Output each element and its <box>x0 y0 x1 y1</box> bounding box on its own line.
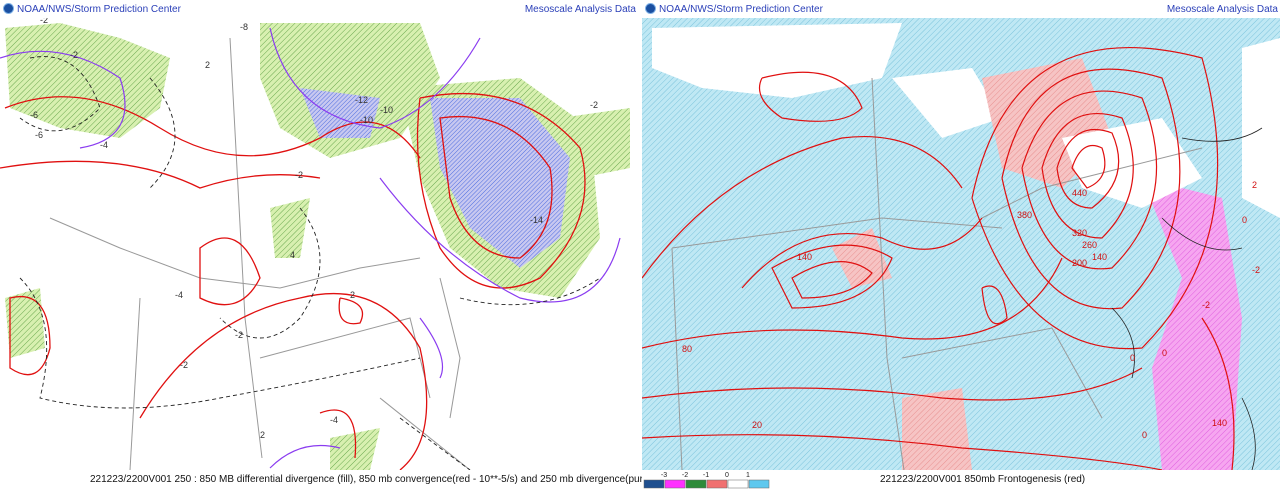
legend-label: -3 <box>661 472 667 479</box>
legend-label: 1 <box>746 472 750 479</box>
contour-label: 140 <box>797 252 812 262</box>
contour-label: -2 <box>295 170 303 180</box>
contour-label: -12 <box>355 95 368 105</box>
fills <box>652 23 1280 470</box>
left-panel: NOAA/NWS/Storm Prediction Center Mesosca… <box>0 0 662 490</box>
contour-label: -2 <box>1202 300 1210 310</box>
contour-label: -8 <box>240 22 248 32</box>
contour-label: -6 <box>35 130 43 140</box>
red-contours <box>642 46 1235 470</box>
legend-swatch <box>748 479 770 489</box>
contour-label: 2 <box>260 430 265 440</box>
contour-label: 0 <box>1162 348 1167 358</box>
legend-swatch <box>643 479 665 489</box>
legend-swatch <box>664 479 686 489</box>
black-contours <box>1111 127 1263 470</box>
dashed-contours <box>19 56 601 470</box>
caption: 221223/2200V001 250 : 850 MB differentia… <box>90 474 663 485</box>
contour-label: 260 <box>1082 240 1097 250</box>
fills <box>5 23 630 470</box>
contour-label: -10 <box>360 115 373 125</box>
contour-label: -14 <box>530 215 543 225</box>
contour-label: 0 <box>1242 215 1247 225</box>
map: -2 -4 -6 -8 -10 -12 -10 -14 -2 2 4 -2 -4 -2 2 -2 -4 2 -2 -6 <box>0 18 630 470</box>
right-panel: NOAA/NWS/Storm Prediction Center Mesosca… <box>642 0 1280 490</box>
borders <box>49 37 471 470</box>
legend-swatch <box>706 479 728 489</box>
borders <box>671 77 1203 470</box>
purple-contours <box>0 27 621 469</box>
contour-label: 200 <box>1072 258 1087 268</box>
contour-label: 380 <box>1017 210 1032 220</box>
contour-label: 2 <box>1252 180 1257 190</box>
contour-label: -2 <box>590 100 598 110</box>
contour-label: 2 <box>350 290 355 300</box>
legend-label: -1 <box>703 472 709 479</box>
contour-label: 320 <box>1072 228 1087 238</box>
contour-label: -2 <box>235 330 243 340</box>
contour-label: -4 <box>175 290 183 300</box>
contour-label: -4 <box>100 140 108 150</box>
legend-label: -2 <box>682 472 688 479</box>
contour-labels: -2 -4 -6 -8 -10 -12 -10 -14 -2 2 4 -2 -4 -2 2 -2 -4 2 -2 -6 <box>30 18 598 440</box>
legend: -3 -2 -1 0 1 <box>643 472 770 489</box>
contour-label: -2 <box>1252 265 1260 275</box>
contour-label: -2 <box>40 18 48 25</box>
contour-label: -2 <box>70 50 78 60</box>
caption: 221223/2200V001 850mb Frontogenesis (red… <box>880 474 1086 485</box>
contour-label: -6 <box>30 110 38 120</box>
contour-label: 80 <box>682 344 692 354</box>
legend-swatch <box>727 479 749 489</box>
legend-swatch <box>685 479 707 489</box>
header-left: NOAA/NWS/Storm Prediction Center <box>659 4 823 15</box>
header-right: Mesoscale Analysis Data <box>1166 4 1278 15</box>
header-right: Mesoscale Analysis Data <box>524 4 636 15</box>
logo <box>645 3 656 14</box>
contour-label: 2 <box>205 60 210 70</box>
contour-label: 4 <box>290 250 295 260</box>
contour-label: 20 <box>752 420 762 430</box>
contour-label: 140 <box>1092 252 1107 262</box>
contour-label: -10 <box>380 105 393 115</box>
contour-label: 140 <box>1212 418 1227 428</box>
header-left: NOAA/NWS/Storm Prediction Center <box>17 4 181 15</box>
contour-label: 440 <box>1072 188 1087 198</box>
contour-label: -2 <box>180 360 188 370</box>
contour-label: 0 <box>1130 353 1135 363</box>
legend-label: 0 <box>725 472 729 479</box>
contour-label: -4 <box>330 415 338 425</box>
logo <box>3 3 14 14</box>
contour-label: 0 <box>1142 430 1147 440</box>
red-contours <box>0 92 586 470</box>
